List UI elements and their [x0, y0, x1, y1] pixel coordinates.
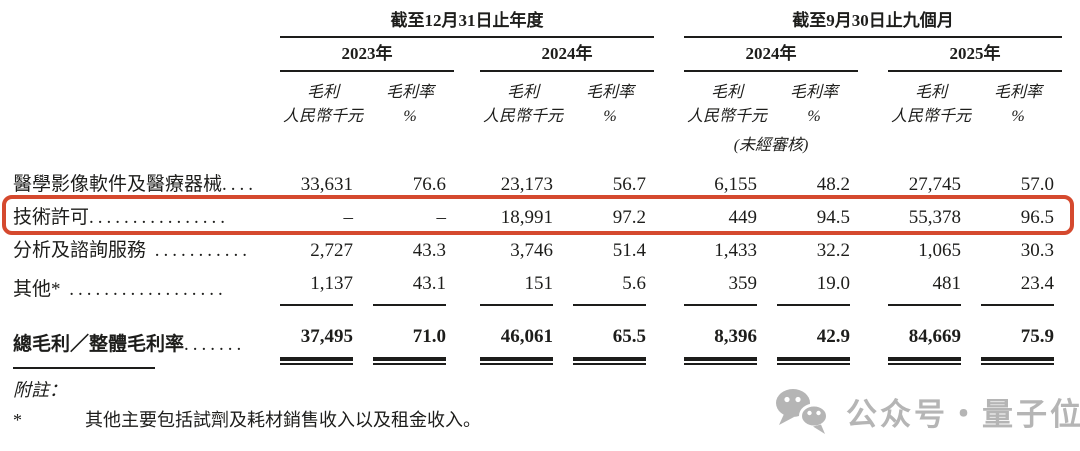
- table-row: 截至12月31日止年度 截至9月30日止九個月: [13, 6, 1063, 38]
- period-group-header-nine-months: 截至9月30日止九個月: [684, 6, 1063, 38]
- gross-margin-total-cell: 75.9: [974, 313, 1062, 373]
- column-header-gross-profit: 毛利 人民幣千元: [891, 84, 972, 125]
- gross-profit-cell: 1,433: [714, 240, 758, 261]
- gross-profit-cell: 3,746: [510, 240, 553, 261]
- gross-margin-cell: 51.4: [612, 240, 647, 261]
- row-label: 其他* ..................: [13, 279, 227, 300]
- gross-profit-cell: 27,745: [908, 174, 962, 195]
- gross-profit-total-cell: 8,396: [684, 313, 770, 373]
- gross-profit-cell: 33,631: [300, 174, 353, 195]
- gross-profit-cell: 18,991: [500, 207, 553, 228]
- footnote: * 其他主要包括試劑及耗材銷售收入以及租金收入。: [13, 408, 481, 432]
- gross-margin-total-cell: 42.9: [770, 313, 858, 373]
- gross-profit-total-cell: 84,669: [888, 313, 974, 373]
- gross-margin-cell: 19.0: [770, 267, 858, 313]
- column-header-gross-profit: 毛利 人民幣千元: [482, 84, 563, 125]
- column-header-gross-margin: 毛利率 %: [586, 84, 635, 125]
- gross-profit-cell: 1,065: [918, 240, 962, 261]
- gross-profit-cell: 359: [684, 267, 770, 313]
- gross-margin-cell: 97.2: [612, 207, 647, 228]
- year-header-2023: 2023年: [280, 37, 454, 72]
- year-header-2024-9m: 2024年: [684, 37, 859, 72]
- gross-margin-cell: 23.4: [974, 267, 1062, 313]
- notes-heading: 附註：: [13, 380, 67, 400]
- notes-separator-line: [13, 367, 155, 369]
- row-label: 醫學影像軟件及醫療器械....: [13, 174, 258, 195]
- gross-margin-cell: 94.5: [816, 207, 851, 228]
- year-header-2025-9m: 2025年: [888, 37, 1063, 72]
- table-row-total-gross-profit: 總毛利／整體毛利率....... 37,495 71.0 46,061 65.5…: [13, 313, 1062, 373]
- column-header-gross-margin: 毛利率 %: [790, 84, 839, 125]
- gross-margin-cell: 48.2: [816, 174, 851, 195]
- gross-margin-cell: 32.2: [816, 240, 851, 261]
- gross-profit-cell: –: [343, 207, 354, 228]
- column-header-gross-margin: 毛利率 %: [385, 84, 434, 125]
- gross-margin-cell: 57.0: [1020, 174, 1055, 195]
- watermark-text: 公众号・量子位: [846, 396, 1080, 432]
- table-row-others: 其他* .................. 1,137 43.1 151 5.…: [13, 267, 1062, 313]
- column-header-gross-margin: 毛利率 %: [994, 84, 1043, 125]
- table-row-technology-licensing-highlighted: 技術許可................ – – 18,991 97.2 449…: [13, 201, 1062, 234]
- dot-leader: .......: [184, 334, 246, 355]
- gross-margin-cell: 30.3: [1020, 240, 1055, 261]
- row-label-total: 總毛利／整體毛利率.......: [13, 334, 246, 355]
- table-row: 2023年 2024年 2024年 2025年: [13, 37, 1063, 72]
- gross-margin-total-cell: 71.0: [366, 313, 454, 373]
- table-row: 毛利 人民幣千元 毛利率 % 毛利 人民幣千元 毛利率 % 毛利 人民幣千元: [13, 71, 1062, 129]
- gross-margin-cell: 43.3: [412, 240, 446, 261]
- table-row: (未經審核): [13, 129, 1062, 155]
- gross-margin-cell: 43.1: [366, 267, 454, 313]
- period-group-header-annual: 截至12月31日止年度: [280, 6, 655, 38]
- gross-margin-cell: 96.5: [1020, 207, 1055, 228]
- gross-profit-total-cell: 46,061: [480, 313, 566, 373]
- dot-leader: ..................: [60, 279, 227, 300]
- gross-margin-total-cell: 65.5: [566, 313, 654, 373]
- footnote-text: 其他主要包括試劑及耗材銷售收入以及租金收入。: [85, 410, 481, 430]
- row-label: 技術許可................: [13, 207, 230, 228]
- watermark: 公众号・量子位: [772, 386, 1080, 436]
- column-header-gross-profit: 毛利 人民幣千元: [282, 84, 363, 125]
- year-header-2024: 2024年: [480, 37, 655, 72]
- gross-margin-cell: 5.6: [566, 267, 654, 313]
- gross-profit-cell: 1,137: [280, 267, 366, 313]
- table-row-medical-imaging: 醫學影像軟件及醫療器械.... 33,631 76.6 23,173 56.7 …: [13, 155, 1062, 201]
- wechat-icon: [776, 389, 829, 434]
- unaudited-note: (未經審核): [733, 137, 809, 154]
- row-label: 分析及諮詢服務 ...........: [13, 240, 252, 261]
- gross-margin-cell: 56.7: [612, 174, 647, 195]
- gross-profit-cell: 6,155: [714, 174, 758, 195]
- gross-profit-cell: 2,727: [310, 240, 353, 261]
- dot-leader: ...........: [146, 240, 252, 261]
- gross-profit-cell: 151: [480, 267, 566, 313]
- gross-profit-cell: 55,378: [908, 207, 962, 228]
- gross-profit-cell: 23,173: [500, 174, 553, 195]
- footnote-marker: *: [13, 410, 22, 430]
- gross-margin-cell: –: [436, 207, 447, 228]
- gross-margin-cell: 76.6: [412, 174, 446, 195]
- gross-profit-total-cell: 37,495: [280, 313, 366, 373]
- table-row-analysis-consulting: 分析及諮詢服務 ........... 2,727 43.3 3,746 51.…: [13, 234, 1062, 267]
- gross-profit-table: 截至12月31日止年度 截至9月30日止九個月 2023年 2024年 2024…: [13, 6, 1063, 373]
- gross-profit-cell: 481: [888, 267, 974, 313]
- dot-leader: ................: [89, 207, 230, 228]
- column-header-gross-profit: 毛利 人民幣千元: [687, 84, 768, 125]
- dot-leader: ....: [222, 174, 258, 195]
- gross-profit-cell: 449: [728, 207, 758, 228]
